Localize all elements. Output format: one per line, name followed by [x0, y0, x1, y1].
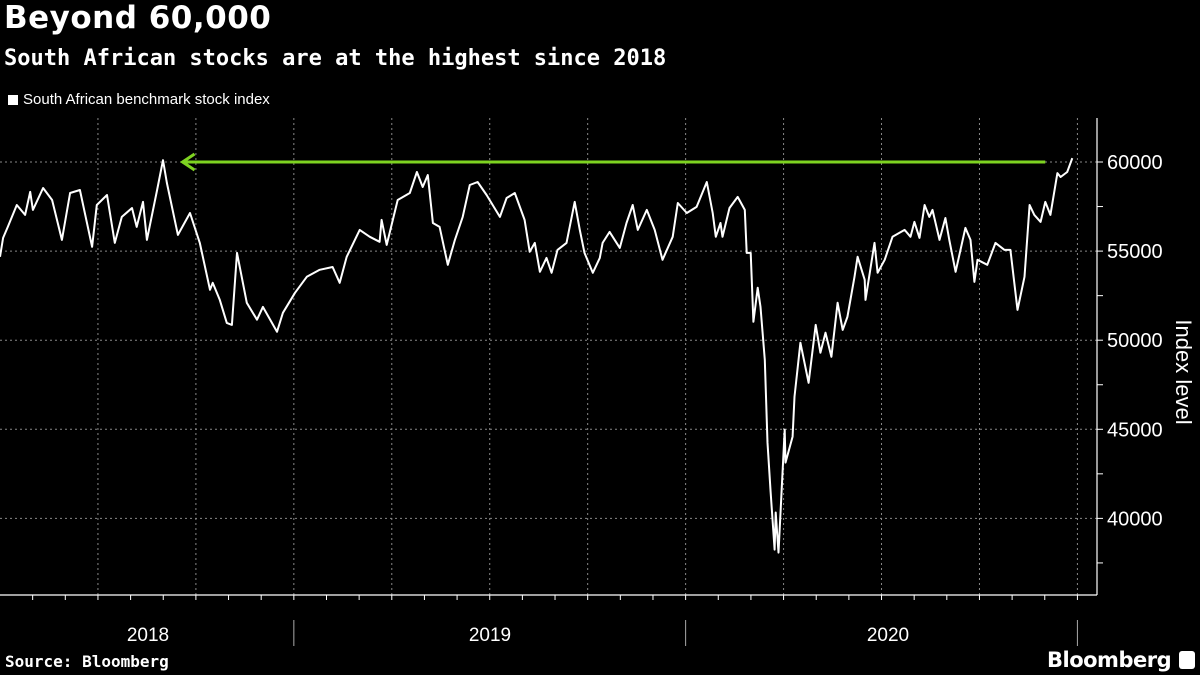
axes [0, 118, 1103, 646]
y-tick-label: 55000 [1107, 241, 1163, 263]
bloomberg-logo: Bloomberg [1047, 648, 1196, 672]
chart-subtitle: South African stocks are at the highest … [4, 46, 667, 71]
y-tick-label: 50000 [1107, 330, 1163, 352]
legend: South African benchmark stock index [8, 91, 270, 108]
x-tick-label: 2020 [867, 625, 909, 646]
arrow-head-icon [179, 152, 196, 172]
chart-title: Beyond 60,000 [4, 0, 272, 36]
x-tick-label: 2018 [127, 625, 169, 646]
y-tick-label: 40000 [1107, 508, 1163, 530]
gridlines [0, 118, 1097, 595]
annotation-arrow [179, 152, 1046, 172]
source-note: Source: Bloomberg [5, 652, 169, 671]
series-line-index [0, 157, 1074, 554]
y-tick-label: 60000 [1107, 152, 1163, 174]
y-tick-labels: 40000 45000 50000 55000 60000 [1107, 152, 1163, 530]
x-tick-label: 2019 [469, 625, 511, 646]
chart-logo-icon [1179, 651, 1196, 669]
x-tick-labels: 2018 2019 2020 [127, 625, 909, 646]
y-tick-label: 45000 [1107, 419, 1163, 441]
y-axis-label: Index level [1171, 319, 1196, 424]
legend-swatch [8, 94, 18, 105]
legend-label: South African benchmark stock index [23, 91, 270, 108]
brand-text: Bloomberg [1047, 648, 1172, 672]
